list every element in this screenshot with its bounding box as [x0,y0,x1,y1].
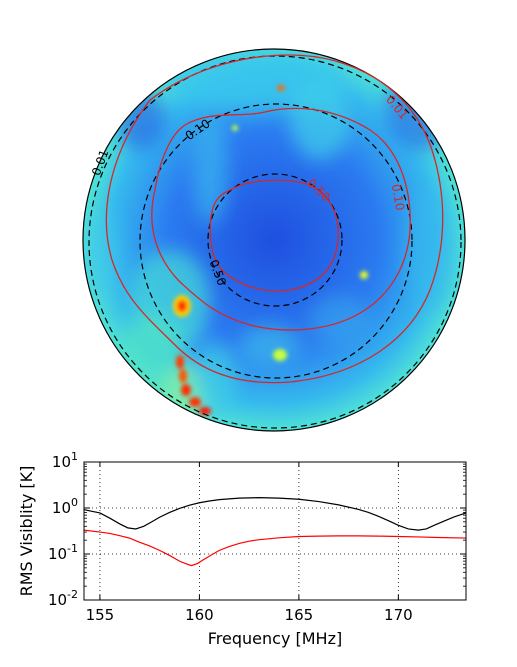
plot-ticks: 155 160 165 170 10-2 10-1 100 101 [48,450,466,624]
contour-red-010 [151,107,411,331]
contour-red-050 [209,179,339,292]
contour-dashed-001 [88,55,462,429]
sky-map-sources [173,85,368,415]
y-tick-label: 10-2 [48,588,78,609]
series-line-red [83,529,467,567]
series-line-black [83,497,467,531]
x-tick-label: 170 [384,606,413,624]
y-tick-label: 100 [52,496,78,517]
y-tick-label: 10-1 [48,542,78,563]
x-axis-label: Frequency [MHz] [208,629,342,648]
plot-frame [83,461,467,601]
contour-red-001 [105,54,444,384]
plot-grid [84,462,466,600]
sky-map: 0.01 0.01 0.10 0.10 0.50 0.50 [82,48,466,432]
plot-series [83,497,467,567]
rms-plot: 155 160 165 170 10-2 10-1 100 101 Frequency [MH… [17,450,467,648]
x-tick-label: 165 [285,606,314,624]
contour-dashed-010 [139,103,413,379]
x-tick-label: 155 [86,606,115,624]
y-axis-label: RMS Visiblity [K] [17,466,36,597]
x-tick-label: 160 [185,606,214,624]
sky-map-border [82,48,466,432]
contour-solid-red [105,54,444,384]
contour-label-red-010: 0.10 [389,183,407,212]
contour-dashed-black [88,55,462,429]
y-tick-label: 101 [52,450,78,471]
contour-dashed-050 [207,173,343,307]
